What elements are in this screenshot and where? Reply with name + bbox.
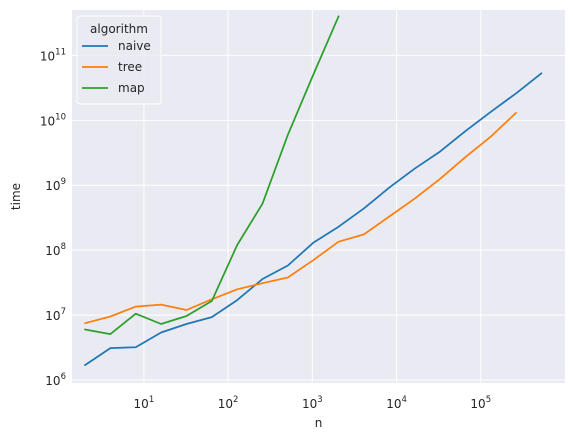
y-tick-label-3: 109 bbox=[45, 177, 66, 193]
y-tick-label-4: 1010 bbox=[40, 112, 66, 128]
tick-labels: 101 102 103 104 105 106 107 108 109 1010 1011 bbox=[40, 47, 491, 411]
x-tick-label-1: 102 bbox=[218, 395, 239, 411]
legend-label-naive: naive bbox=[118, 39, 151, 53]
legend-label-map: map bbox=[118, 81, 145, 95]
y-tick-label-0: 106 bbox=[45, 372, 66, 388]
legend-box bbox=[76, 15, 162, 105]
x-tick-label-3: 104 bbox=[386, 395, 407, 411]
y-tick-label-1: 107 bbox=[45, 307, 66, 323]
series-lines bbox=[84, 15, 543, 366]
x-tick-label-4: 105 bbox=[470, 395, 491, 411]
legend-items: naive tree map bbox=[82, 39, 151, 95]
y-tick-label-5: 1011 bbox=[40, 47, 66, 63]
y-axis-label: time bbox=[9, 183, 23, 210]
legend-title: algorithm bbox=[90, 22, 148, 36]
x-axis-label: n bbox=[315, 416, 323, 430]
legend: algorithm naive tree map bbox=[76, 15, 162, 105]
grid-lines bbox=[72, 10, 565, 383]
x-tick-label-0: 101 bbox=[134, 395, 155, 411]
x-tick-label-2: 103 bbox=[302, 395, 323, 411]
series-line-naive bbox=[84, 72, 543, 366]
legend-label-tree: tree bbox=[118, 60, 142, 74]
series-line-map bbox=[84, 15, 340, 335]
y-tick-label-2: 108 bbox=[45, 242, 66, 258]
series-line-tree bbox=[84, 112, 517, 325]
